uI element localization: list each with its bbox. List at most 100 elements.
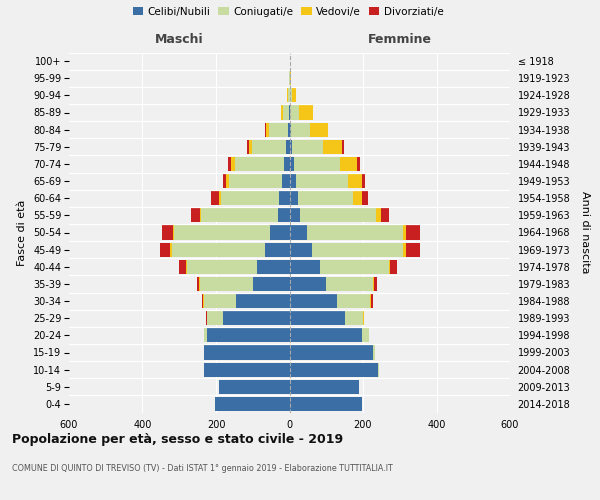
Bar xyxy=(296,174,348,188)
Bar xyxy=(281,106,283,120)
Bar xyxy=(203,346,204,360)
Bar xyxy=(191,208,200,222)
Bar xyxy=(298,191,353,205)
Bar xyxy=(197,277,199,291)
Bar xyxy=(374,277,377,291)
Bar xyxy=(204,346,290,360)
Text: COMUNE DI QUINTO DI TREVISO (TV) - Dati ISTAT 1° gennaio 2019 - Elaborazione TUT: COMUNE DI QUINTO DI TREVISO (TV) - Dati … xyxy=(12,464,393,473)
Bar xyxy=(290,157,294,171)
Bar xyxy=(266,122,269,136)
Bar xyxy=(326,277,373,291)
Y-axis label: Fasce di età: Fasce di età xyxy=(17,200,28,266)
Bar xyxy=(278,208,290,222)
Bar xyxy=(287,88,290,102)
Bar xyxy=(223,174,226,188)
Bar xyxy=(204,362,290,376)
Bar xyxy=(220,191,221,205)
Bar xyxy=(229,174,282,188)
Bar xyxy=(290,208,300,222)
Bar xyxy=(257,260,290,274)
Bar xyxy=(236,294,290,308)
Bar xyxy=(207,328,290,342)
Bar xyxy=(288,122,290,136)
Bar xyxy=(283,106,289,120)
Bar xyxy=(160,242,170,256)
Bar xyxy=(292,88,296,102)
Bar xyxy=(389,260,390,274)
Bar xyxy=(290,226,307,239)
Bar xyxy=(403,226,406,239)
Bar xyxy=(204,294,236,308)
Bar xyxy=(323,140,342,154)
Bar xyxy=(362,174,365,188)
Bar xyxy=(290,242,312,256)
Bar xyxy=(290,328,362,342)
Bar xyxy=(211,191,220,205)
Bar xyxy=(219,380,290,394)
Bar xyxy=(358,157,359,171)
Bar xyxy=(265,242,290,256)
Bar xyxy=(271,226,290,239)
Bar xyxy=(406,242,419,256)
Bar xyxy=(376,208,380,222)
Bar xyxy=(390,260,397,274)
Text: Popolazione per età, sesso e stato civile - 2019: Popolazione per età, sesso e stato civil… xyxy=(12,432,343,446)
Bar xyxy=(348,174,362,188)
Bar xyxy=(206,311,207,325)
Bar xyxy=(202,208,278,222)
Bar xyxy=(290,140,292,154)
Bar xyxy=(353,191,362,205)
Bar xyxy=(362,191,368,205)
Bar xyxy=(223,311,290,325)
Bar xyxy=(282,174,290,188)
Bar xyxy=(290,174,296,188)
Bar xyxy=(179,260,186,274)
Bar xyxy=(403,242,406,256)
Bar xyxy=(292,140,323,154)
Y-axis label: Anni di nascita: Anni di nascita xyxy=(580,191,590,274)
Bar xyxy=(320,260,389,274)
Text: Femmine: Femmine xyxy=(368,32,432,46)
Bar xyxy=(202,294,203,308)
Bar xyxy=(312,242,403,256)
Bar xyxy=(170,242,172,256)
Bar xyxy=(290,191,298,205)
Bar xyxy=(269,122,288,136)
Bar xyxy=(342,140,344,154)
Bar xyxy=(279,191,290,205)
Bar xyxy=(289,106,290,120)
Bar xyxy=(174,226,271,239)
Bar xyxy=(199,277,200,291)
Bar xyxy=(310,122,328,136)
Bar xyxy=(290,106,299,120)
Bar xyxy=(307,226,403,239)
Bar xyxy=(380,208,389,222)
Bar xyxy=(373,277,374,291)
Bar xyxy=(291,122,310,136)
Bar xyxy=(290,397,362,411)
Bar xyxy=(294,157,340,171)
Bar xyxy=(232,157,235,171)
Bar xyxy=(362,328,369,342)
Bar xyxy=(371,294,373,308)
Bar xyxy=(290,380,359,394)
Bar xyxy=(290,260,320,274)
Bar xyxy=(204,328,207,342)
Bar xyxy=(200,277,253,291)
Bar xyxy=(286,140,290,154)
Bar xyxy=(229,157,232,171)
Bar xyxy=(265,122,266,136)
Bar xyxy=(207,311,223,325)
Bar xyxy=(337,294,370,308)
Bar xyxy=(290,311,346,325)
Bar xyxy=(406,226,421,239)
Bar xyxy=(173,226,174,239)
Bar xyxy=(247,140,249,154)
Bar xyxy=(290,346,373,360)
Bar xyxy=(249,140,252,154)
Bar xyxy=(373,346,375,360)
Bar xyxy=(290,88,292,102)
Legend: Celibi/Nubili, Coniugati/e, Vedovi/e, Divorziati/e: Celibi/Nubili, Coniugati/e, Vedovi/e, Di… xyxy=(128,2,448,21)
Bar xyxy=(370,294,371,308)
Bar xyxy=(215,397,290,411)
